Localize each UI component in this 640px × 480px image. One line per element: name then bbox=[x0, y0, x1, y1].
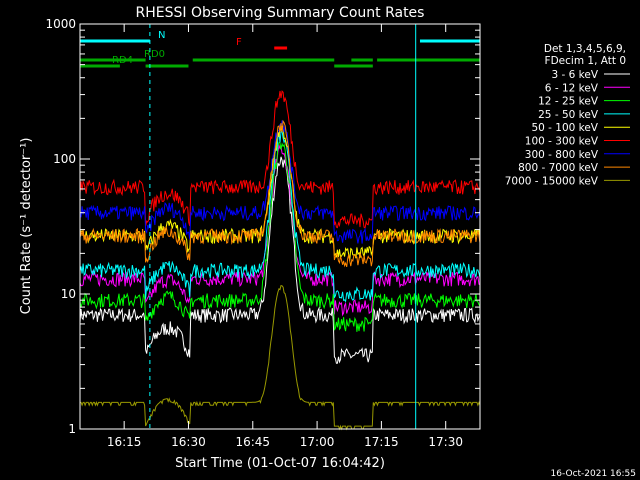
x-tick-label: 17:15 bbox=[364, 435, 399, 449]
series-line bbox=[79, 119, 481, 268]
legend-label: 7000 - 15000 keV bbox=[505, 175, 599, 187]
legend-label: 3 - 6 keV bbox=[551, 69, 598, 81]
timestamp: 16-Oct-2021 16:55 bbox=[551, 469, 636, 479]
legend-header: Det 1,3,4,5,6,9, bbox=[544, 43, 626, 55]
x-tick-label: 17:30 bbox=[428, 435, 463, 449]
y-tick-label: 1 bbox=[68, 422, 76, 436]
flag-label: N bbox=[158, 30, 165, 41]
legend: Det 1,3,4,5,6,9,FDecim 1, Att 0 3 - 6 keV… bbox=[505, 43, 630, 187]
series-line bbox=[80, 285, 481, 431]
legend-header: FDecim 1, Att 0 bbox=[545, 55, 626, 67]
flags-layer: N F RD0 RD4 bbox=[80, 30, 480, 68]
y-tick-label: 1000 bbox=[45, 17, 76, 31]
legend-label: 12 - 25 keV bbox=[538, 96, 599, 108]
x-tick-label: 16:45 bbox=[235, 435, 270, 449]
flag-label: F bbox=[236, 37, 242, 48]
x-tick-label: 16:15 bbox=[107, 435, 142, 449]
y-tick-label: 100 bbox=[53, 152, 76, 166]
series-layer bbox=[79, 90, 481, 431]
series-line bbox=[79, 90, 481, 229]
series-line bbox=[79, 141, 481, 332]
series-line bbox=[79, 120, 481, 244]
flag-label: RD0 bbox=[144, 49, 165, 60]
y-tick-label: 10 bbox=[61, 287, 76, 301]
series-line bbox=[79, 156, 481, 364]
legend-label: 50 - 100 keV bbox=[531, 122, 598, 134]
x-axis-label: Start Time (01-Oct-07 16:04:42) bbox=[175, 456, 385, 471]
legend-label: 100 - 300 keV bbox=[525, 136, 599, 148]
series-line bbox=[79, 143, 481, 317]
axes-layer: 16:15 16:30 16:45 17:00 17:15 17:30 1 10 100 1000 bbox=[45, 17, 480, 449]
x-tick-label: 16:30 bbox=[171, 435, 206, 449]
legend-label: 25 - 50 keV bbox=[538, 109, 599, 121]
plot-frame bbox=[79, 23, 481, 430]
chart-title: RHESSI Observing Summary Count Rates bbox=[136, 5, 425, 21]
legend-label: 6 - 12 keV bbox=[545, 82, 599, 94]
series-line bbox=[79, 129, 481, 303]
flag-label: RD4 bbox=[112, 55, 133, 66]
legend-label: 300 - 800 keV bbox=[525, 149, 599, 161]
x-tick-label: 17:00 bbox=[300, 435, 335, 449]
legend-label: 800 - 7000 keV bbox=[518, 162, 599, 174]
y-axis-label: Count Rate (s⁻¹ detector⁻¹) bbox=[19, 138, 34, 315]
